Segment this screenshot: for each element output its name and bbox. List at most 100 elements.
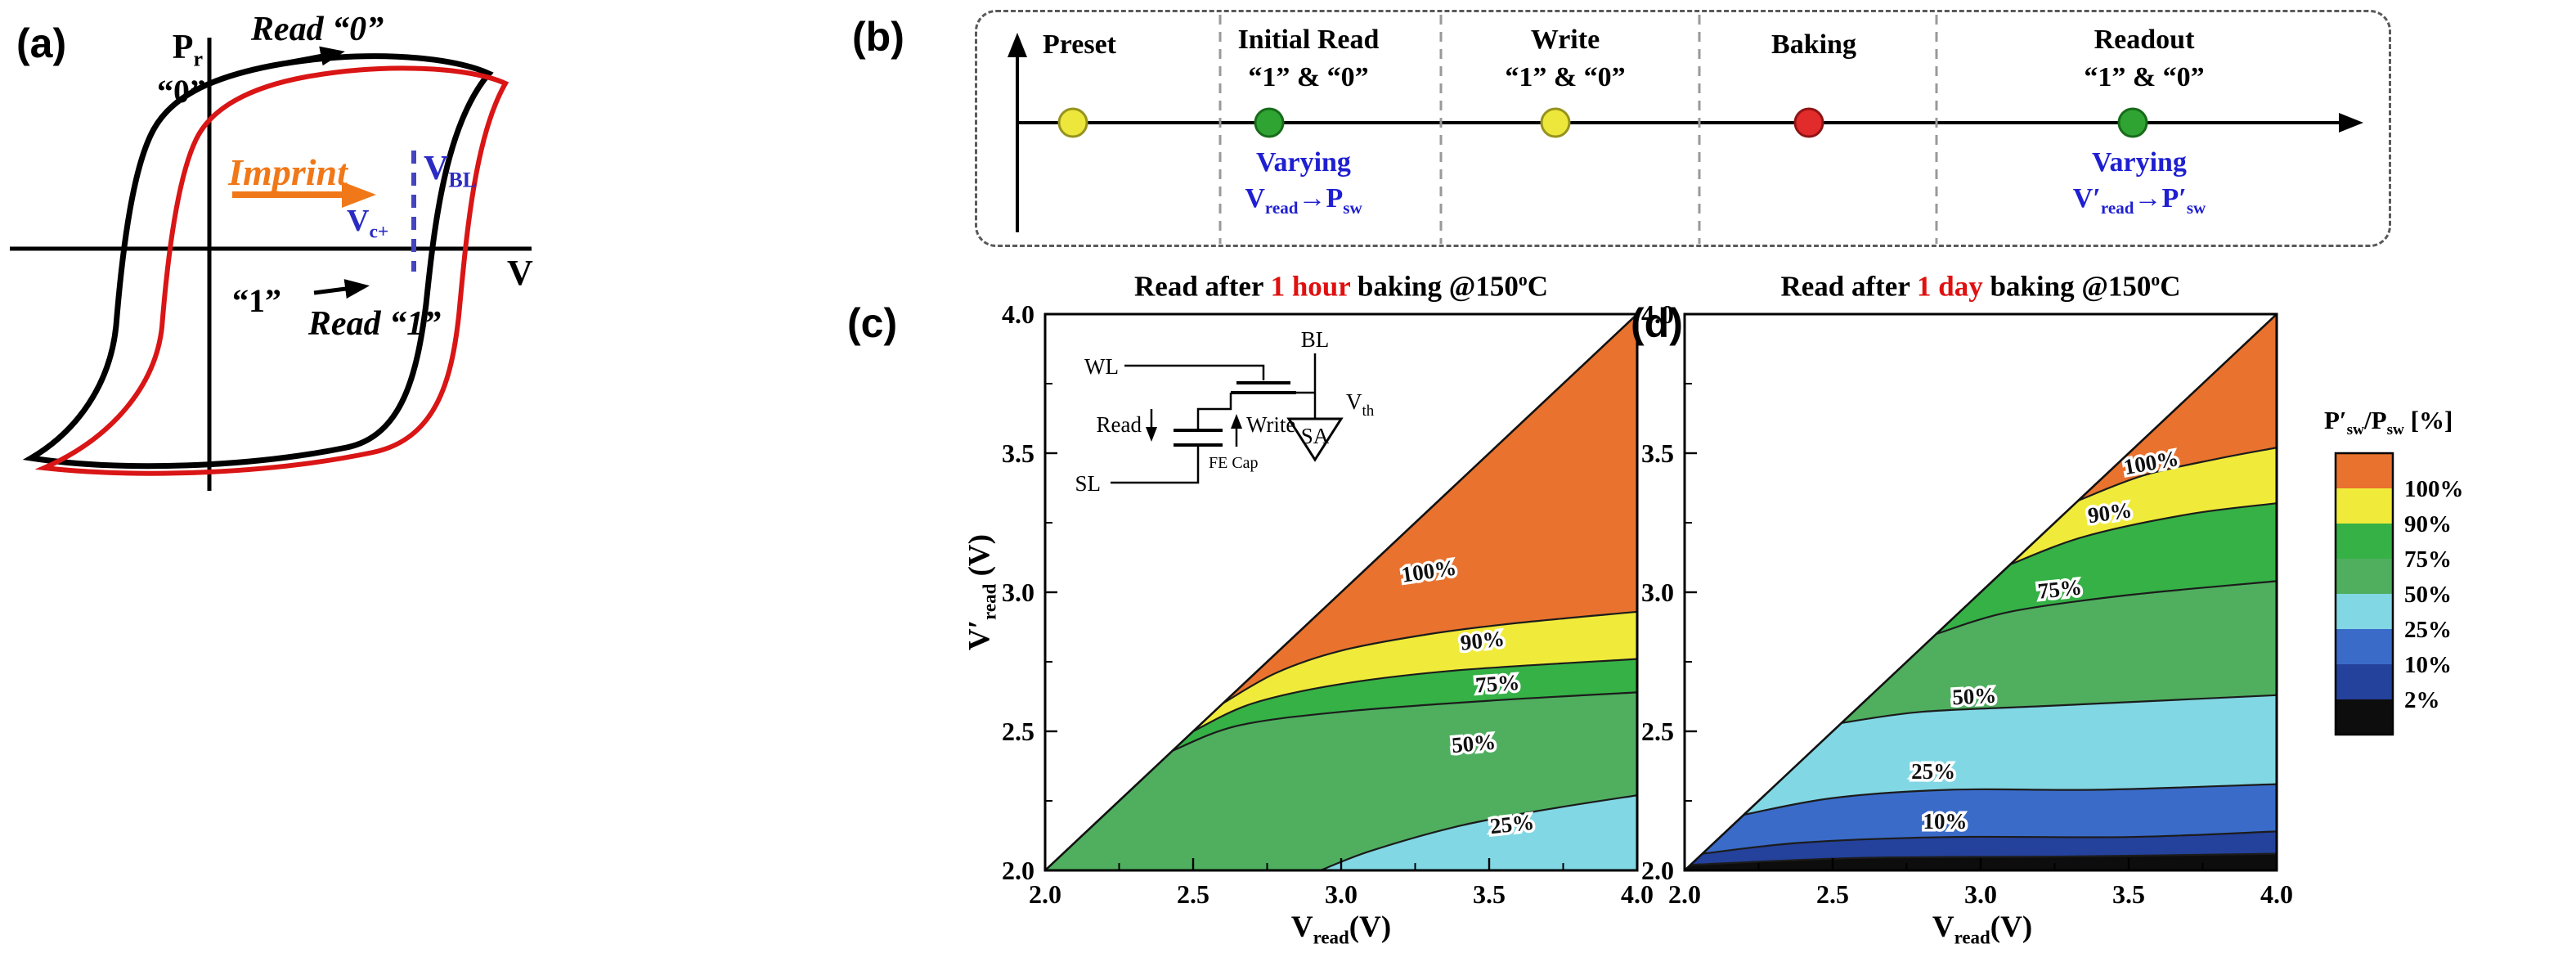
x-tick-label: 3.5 (2112, 879, 2145, 909)
sweep-arrow-bottom (313, 279, 370, 299)
colorbar-segment (2336, 488, 2393, 524)
y-tick-label: 4.0 (1641, 299, 1674, 329)
sweep-arrow-top (287, 46, 345, 66)
colorbar-segment (2336, 629, 2393, 665)
timeline-box (975, 10, 2391, 247)
y-tick-label: 2.5 (1002, 717, 1034, 746)
colorbar-tick-label: 90% (2404, 511, 2452, 537)
stage-label-initial-read: Initial Read (1237, 25, 1380, 55)
stage-label-readout: Readout (2094, 25, 2195, 55)
y-tick-label: 3.0 (1002, 578, 1034, 607)
bl-label: BL (1301, 327, 1330, 352)
panel-tag-c: (c) (847, 300, 898, 346)
stage-dot-preset (1057, 107, 1088, 138)
y-tick-label: 2.0 (1002, 856, 1034, 885)
contour-label: 75% (2036, 574, 2083, 603)
stage-note-formula-2: V′read→P′sw (2072, 183, 2206, 218)
sense-amp-symbol (1286, 417, 1344, 462)
contour-line (1744, 783, 2277, 816)
cell-schematic-inset: WL BL Read Write FE Cap SL Vth SA (1075, 327, 1374, 496)
colorbar: 100% 90% 75% 50% 25% 10% 2% (2334, 452, 2464, 736)
title-1day: Read after 1 day baking @150oC (1780, 270, 2181, 303)
write-label: Write (1246, 412, 1295, 437)
v-axis-label: V (507, 253, 533, 293)
stage-label-write: Write (1530, 25, 1600, 55)
contour-label: 50% (1451, 730, 1497, 758)
contour-line (1690, 852, 2277, 866)
contour-plot-1day: 100%90%75%50%25%10%2.02.02.52.53.03.03.5… (1641, 299, 2293, 909)
contour-line (2009, 502, 2277, 566)
ylabel-c: V′read (V) (963, 534, 1000, 650)
stage-note-varying-2: Varying (2092, 147, 2187, 178)
contour-line (1222, 610, 1637, 704)
title-1hour: Read after 1 hour baking @150oC (1134, 270, 1548, 303)
x-tick-label: 2.5 (1816, 879, 1849, 909)
colorbar-tick-label: 75% (2404, 546, 2452, 573)
colorbar-segment (2336, 559, 2393, 595)
x-tick-label: 2.5 (1177, 879, 1209, 909)
state0-label: “0” (157, 73, 206, 110)
colorbar-segment (2336, 594, 2393, 630)
stage-label-write-2: “1” & “0” (1505, 62, 1626, 92)
colorbar-tick-label: 25% (2404, 617, 2452, 643)
y-tick-label: 3.0 (1641, 578, 1674, 607)
read-label: Read (1097, 412, 1142, 437)
stage-note-varying-1: Varying (1256, 147, 1351, 178)
colorbar-segment (2336, 453, 2393, 489)
colorbar-frame (2334, 452, 2394, 736)
read0-label: Read “0” (250, 11, 384, 48)
hysteresis-plot (10, 38, 532, 491)
hysteresis-loop-imprinted (34, 65, 509, 476)
contour-bands: 100%90%75%50%25% (1045, 314, 1637, 870)
contour-label: 75% (1474, 670, 1520, 698)
state1-label: “1” (232, 282, 281, 319)
y-tick-label: 3.5 (1641, 438, 1674, 468)
stage-dot-initial-read (1254, 107, 1285, 138)
read1-label: Read “1” (307, 305, 442, 343)
contour-line (1320, 794, 1637, 870)
stage-label-initial-read-2: “1” & “0” (1248, 62, 1369, 92)
contour-label: 25% (1489, 810, 1536, 838)
colorbar-tick-label: 10% (2404, 652, 2452, 678)
panel-tag-b: (b) (852, 14, 904, 60)
stage-dot-baking (1793, 107, 1824, 138)
pr-axis-label: Pr (172, 29, 203, 71)
xlabel-c: Vread(V) (1290, 910, 1392, 948)
vbl-label: VBL (424, 150, 478, 192)
x-tick-label: 3.5 (1473, 879, 1506, 909)
imprint-label: Imprint (228, 151, 348, 193)
hysteresis-loop-initial (22, 53, 494, 470)
contour-line (1172, 691, 1637, 752)
sl-wire (1111, 445, 1200, 484)
wl-wire (1124, 364, 1265, 380)
fe-cap-label: FE Cap (1209, 454, 1259, 472)
stage-label-baking: Baking (1771, 29, 1856, 60)
contour-line (1841, 694, 2277, 724)
x-tick-label: 2.0 (1029, 879, 1061, 909)
vc-label: Vc+ (347, 204, 389, 243)
x-tick-label: 3.0 (1964, 879, 1997, 909)
stage-dot-write (1540, 107, 1571, 138)
contour-label: 50% (1952, 683, 1997, 710)
sa-label: SA (1301, 424, 1330, 448)
timeline (1008, 15, 2363, 244)
contour-line (1936, 580, 2277, 636)
contour-line (1192, 658, 1637, 732)
x-tick-label: 4.0 (2260, 879, 2293, 909)
wl-label: WL (1084, 354, 1119, 379)
colorbar-tick-label: 100% (2404, 476, 2464, 502)
colorbar-tick-label: 2% (2404, 687, 2440, 713)
contour-bands: 100%90%75%50%25%10% (1685, 314, 2277, 870)
x-tick-label: 2.0 (1668, 879, 1701, 909)
sl-label: SL (1075, 471, 1101, 496)
colorbar-segment (2336, 664, 2393, 700)
y-tick-label: 2.5 (1641, 717, 1674, 746)
y-tick-label: 4.0 (1002, 299, 1034, 329)
diagonal-edge (1685, 314, 2277, 870)
contour-label: 25% (1911, 759, 1955, 784)
x-tick-label: 4.0 (1621, 879, 1654, 909)
contour-label: 10% (1923, 809, 1968, 834)
stage-label-readout-2: “1” & “0” (2084, 62, 2205, 92)
